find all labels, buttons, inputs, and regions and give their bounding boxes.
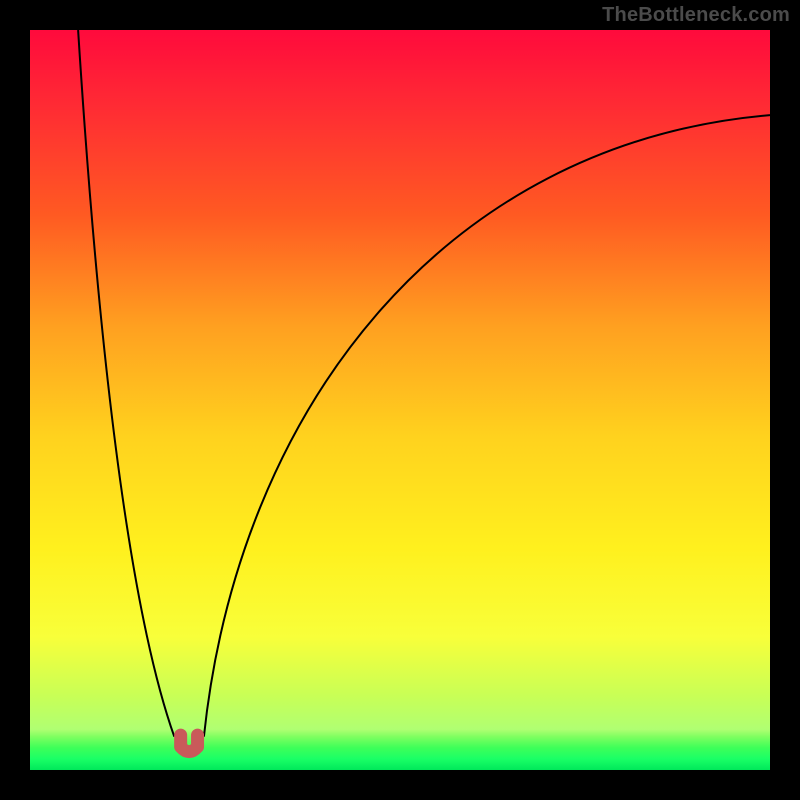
chart-svg — [0, 0, 800, 800]
watermark-label: TheBottleneck.com — [602, 4, 790, 27]
plot-background — [30, 30, 770, 770]
chart-stage: TheBottleneck.com — [0, 0, 800, 800]
